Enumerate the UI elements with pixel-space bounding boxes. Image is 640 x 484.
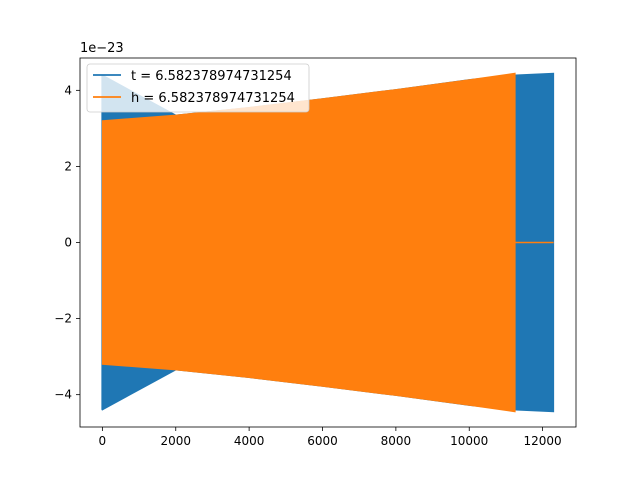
x-tick-label: 8000 xyxy=(381,434,412,448)
y-tick-label: −2 xyxy=(54,312,72,326)
x-tick-label: 10000 xyxy=(450,434,488,448)
x-tick-label: 4000 xyxy=(234,434,265,448)
y-tick-label: 0 xyxy=(64,236,72,250)
x-tick-label: 2000 xyxy=(160,434,191,448)
y-tick-label: 4 xyxy=(64,83,72,97)
y-tick-label: −4 xyxy=(54,388,72,402)
legend: t = 6.582378974731254 h = 6.5823789747312… xyxy=(86,63,310,113)
legend-box xyxy=(86,63,310,113)
x-tick-label: 12000 xyxy=(524,434,562,448)
plot-area xyxy=(101,72,555,413)
series-h-envelope xyxy=(101,72,516,413)
x-tick-label: 0 xyxy=(99,434,107,448)
y-tick-label: 2 xyxy=(64,159,72,173)
legend-label: h = 6.582378974731254 xyxy=(131,91,295,106)
axes: 0 2000 4000 6000 8000 10000 12000 −4 −2 0 2 4 xyxy=(54,57,577,448)
y-offset-label: 1e−23 xyxy=(80,41,124,56)
legend-label: t = 6.582378974731254 xyxy=(131,69,292,84)
x-tick-label: 6000 xyxy=(307,434,338,448)
